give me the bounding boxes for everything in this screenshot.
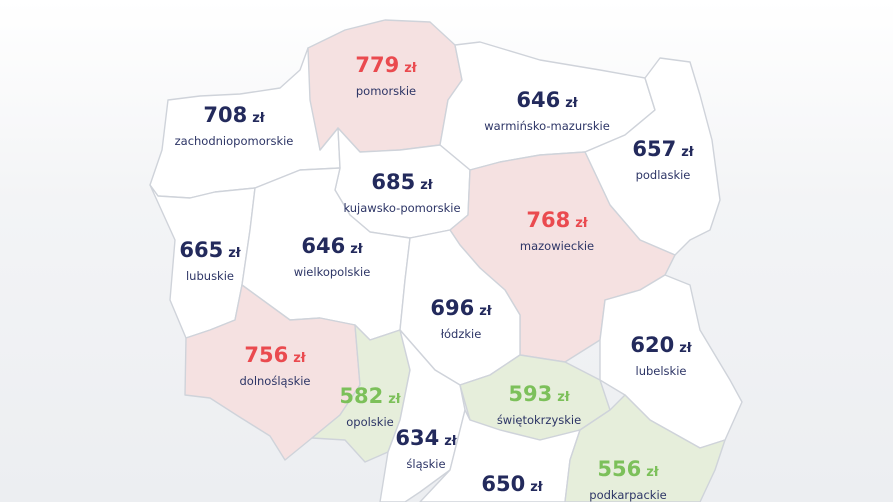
label-lodzkie: 696 zł łódzkie (430, 296, 491, 342)
price-lodzkie: 696 zł (430, 296, 492, 320)
name-wielkopolskie: wielkopolskie (293, 265, 371, 279)
name-pomorskie: pomorskie (355, 84, 417, 98)
price-podkarpackie: 556 zł (597, 457, 659, 481)
price-slaskie: 634 zł (395, 426, 457, 450)
price-malopolskie: 650 zł (481, 472, 543, 496)
price-warminsko-mazurskie: 646 zł (516, 88, 578, 112)
price-zachodniopomorskie: 708 zł (203, 103, 265, 127)
label-podkarpackie: 556 zł podkarpackie (589, 457, 666, 503)
name-slaskie: śląskie (406, 457, 446, 471)
label-zachodniopomorskie: 708 zł zachodniopomorskie (175, 103, 294, 149)
name-dolnoslaskie: dolnośląskie (239, 374, 311, 388)
name-kujawsko-pomorskie: kujawsko-pomorskie (343, 201, 461, 215)
label-podlaskie: 657 zł podlaskie (632, 137, 693, 183)
label-lubelskie: 620 zł lubelskie (630, 333, 691, 379)
name-swietokrzyskie: świętokrzyskie (496, 413, 582, 427)
label-opolskie: 582 zł opolskie (339, 384, 400, 430)
name-lubelskie: lubelskie (635, 364, 687, 378)
region-podlaskie[interactable] (584, 57, 721, 256)
label-malopolskie: 650 zł (481, 472, 542, 500)
label-mazowieckie: 768 zł mazowieckie (520, 208, 594, 254)
name-warminsko-mazurskie: warmińsko-mazurskie (484, 119, 610, 133)
name-zachodniopomorskie: zachodniopomorskie (174, 134, 294, 148)
price-swietokrzyskie: 593 zł (508, 382, 570, 406)
price-podlaskie: 657 zł (632, 137, 694, 161)
price-opolskie: 582 zł (339, 384, 401, 408)
name-mazowieckie: mazowieckie (519, 239, 595, 253)
label-slaskie: 634 zł śląskie (395, 426, 456, 472)
price-lubuskie: 665 zł (179, 238, 241, 262)
price-lubelskie: 620 zł (630, 333, 692, 357)
name-podlaskie: podlaskie (635, 168, 691, 182)
name-opolskie: opolskie (346, 415, 394, 429)
price-mazowieckie: 768 zł (526, 208, 588, 232)
price-kujawsko-pomorskie: 685 zł (371, 170, 433, 194)
label-kujawsko-pomorskie: 685 zł kujawsko-pomorskie (343, 170, 460, 216)
label-pomorskie: 779 zł pomorskie (355, 53, 416, 99)
price-pomorskie: 779 zł (355, 53, 417, 77)
name-lodzkie: łódzkie (440, 327, 482, 341)
label-swietokrzyskie: 593 zł świętokrzyskie (497, 382, 581, 428)
region-podkarpackie[interactable] (564, 394, 726, 502)
label-dolnoslaskie: 756 zł dolnośląskie (239, 343, 310, 389)
label-warminsko-mazurskie: 646 zł warmińsko-mazurskie (484, 88, 610, 134)
name-podkarpackie: podkarpackie (589, 488, 667, 502)
price-wielkopolskie: 646 zł (301, 234, 363, 258)
price-dolnoslaskie: 756 zł (244, 343, 306, 367)
region-opolskie[interactable] (311, 324, 411, 463)
label-wielkopolskie: 646 zł wielkopolskie (294, 234, 371, 280)
name-lubuskie: lubuskie (185, 269, 234, 283)
label-lubuskie: 665 zł lubuskie (179, 238, 240, 284)
